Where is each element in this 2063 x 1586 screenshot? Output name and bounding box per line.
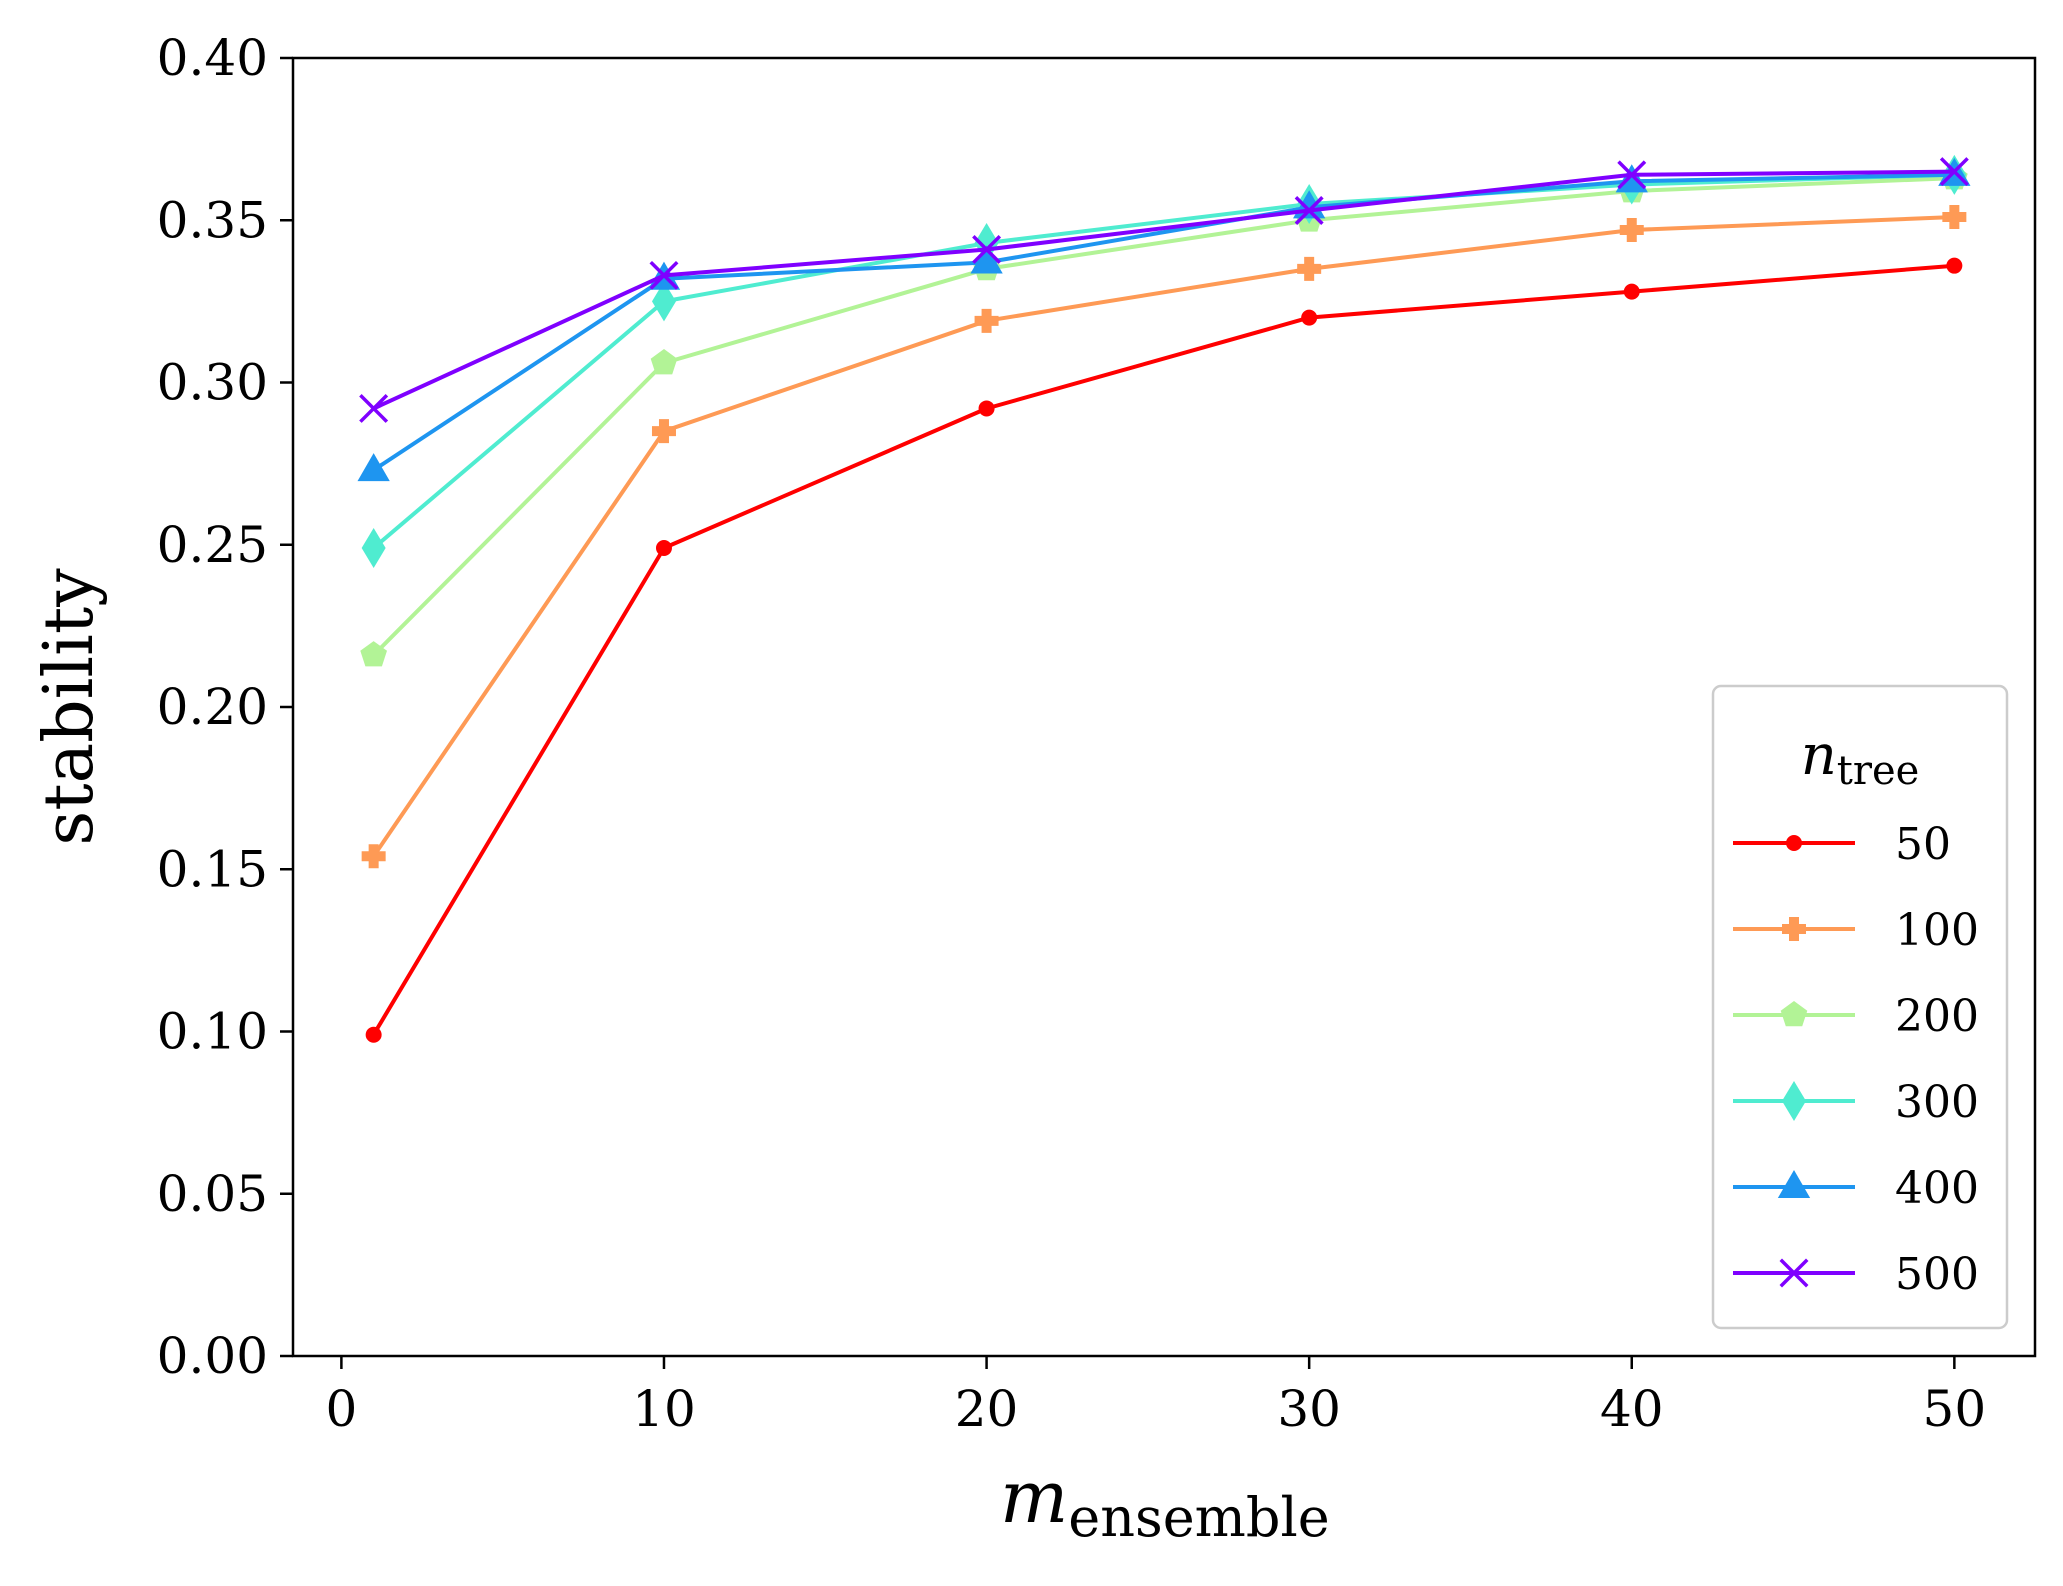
data-point-50 [1946, 257, 1963, 274]
series-line-100 [371, 215, 1955, 858]
x-tick-label: 50 [1923, 1380, 1987, 1438]
legend-marker [1777, 1170, 1811, 1199]
legend-entry-200: 200 [1733, 991, 1979, 1042]
y-tick-label: 0.40 [157, 29, 268, 87]
y-tick-label: 0.05 [157, 1165, 268, 1223]
data-point-50 [1301, 309, 1318, 326]
data-point-200 [650, 349, 678, 375]
series-line-200 [372, 176, 1955, 657]
legend-label: 100 [1895, 905, 1979, 956]
data-point-300 [361, 527, 386, 568]
x-tick-label: 20 [955, 1380, 1019, 1438]
data-point-500 [1294, 196, 1324, 225]
data-point-500 [972, 234, 1002, 264]
series-line-500 [372, 169, 1955, 411]
legend-label: 300 [1895, 1077, 1979, 1128]
data-point-100 [1619, 217, 1644, 242]
y-tick-label: 0.35 [157, 191, 268, 249]
y-tick-label: 0.10 [157, 1003, 268, 1061]
y-axis-title: stability [30, 568, 109, 846]
legend-marker [1782, 917, 1806, 941]
series-100 [361, 205, 1967, 869]
series-500 [359, 157, 1969, 423]
y-tick-label: 0.30 [157, 354, 268, 412]
data-point-100 [361, 844, 386, 869]
legend-marker [1782, 1081, 1806, 1121]
data-point-400 [970, 245, 1003, 274]
x-axis-title-main: m [1000, 1455, 1068, 1539]
data-point-400 [357, 453, 390, 482]
plot-frame [291, 56, 2037, 1358]
series-line-300 [372, 172, 1955, 550]
legend-marker [1780, 1001, 1808, 1027]
data-point-100 [974, 308, 999, 333]
x-axis-title: mensemble [1000, 1455, 1330, 1549]
legend-label: 200 [1895, 991, 1979, 1042]
legend-entry-100: 100 [1733, 905, 1979, 956]
series-50 [365, 257, 1963, 1043]
legend-title-main: n [1801, 723, 1837, 788]
data-point-500 [1939, 157, 1969, 187]
x-tick-label: 40 [1600, 1380, 1664, 1438]
series-line-400 [372, 172, 1955, 472]
x-tick-label: 0 [325, 1380, 357, 1438]
series-layer [357, 154, 1971, 1043]
legend-marker [1779, 1258, 1809, 1288]
data-point-300 [974, 222, 999, 263]
data-point-300 [651, 281, 676, 322]
legend-entry-500: 500 [1733, 1249, 1979, 1300]
legend-title: ntree [1801, 723, 1920, 794]
data-point-50 [365, 1026, 382, 1043]
data-point-100 [651, 419, 676, 444]
y-tick-label: 0.20 [157, 678, 268, 736]
data-point-500 [359, 393, 389, 423]
legend-box [1711, 684, 2009, 1330]
data-point-50 [655, 539, 672, 556]
legend-label: 400 [1895, 1163, 1979, 1214]
legend-entry-300: 300 [1733, 1077, 1979, 1128]
x-tick-label: 30 [1277, 1380, 1341, 1438]
data-point-500 [649, 260, 679, 290]
y-tick-label: 0.00 [157, 1327, 268, 1385]
legend-label: 500 [1895, 1249, 1979, 1300]
axes-layer: 0 10 20 30 40 50 0.00 0.05 0.10 0.15 0.20 0.25 0.30 0… [157, 29, 1986, 1438]
data-point-500 [1617, 160, 1647, 190]
legend: ntree 50 100 200 300 400 500 [1711, 684, 2009, 1330]
x-axis-title-sub: ensemble [1068, 1486, 1329, 1549]
y-tick-label: 0.25 [157, 516, 268, 574]
data-point-50 [978, 400, 995, 417]
legend-entry-400: 400 [1733, 1163, 1979, 1214]
legend-title-sub: tree [1837, 748, 1920, 794]
data-point-100 [1297, 256, 1322, 281]
x-tick-label: 10 [632, 1380, 696, 1438]
data-point-50 [1623, 283, 1640, 300]
data-point-200 [360, 641, 387, 667]
data-point-100 [1942, 205, 1967, 230]
series-line-50 [371, 263, 1955, 1036]
legend-marker [1786, 835, 1802, 851]
legend-label: 50 [1895, 819, 1951, 870]
legend-entry-50: 50 [1733, 819, 1951, 870]
y-tick-label: 0.15 [157, 840, 268, 898]
